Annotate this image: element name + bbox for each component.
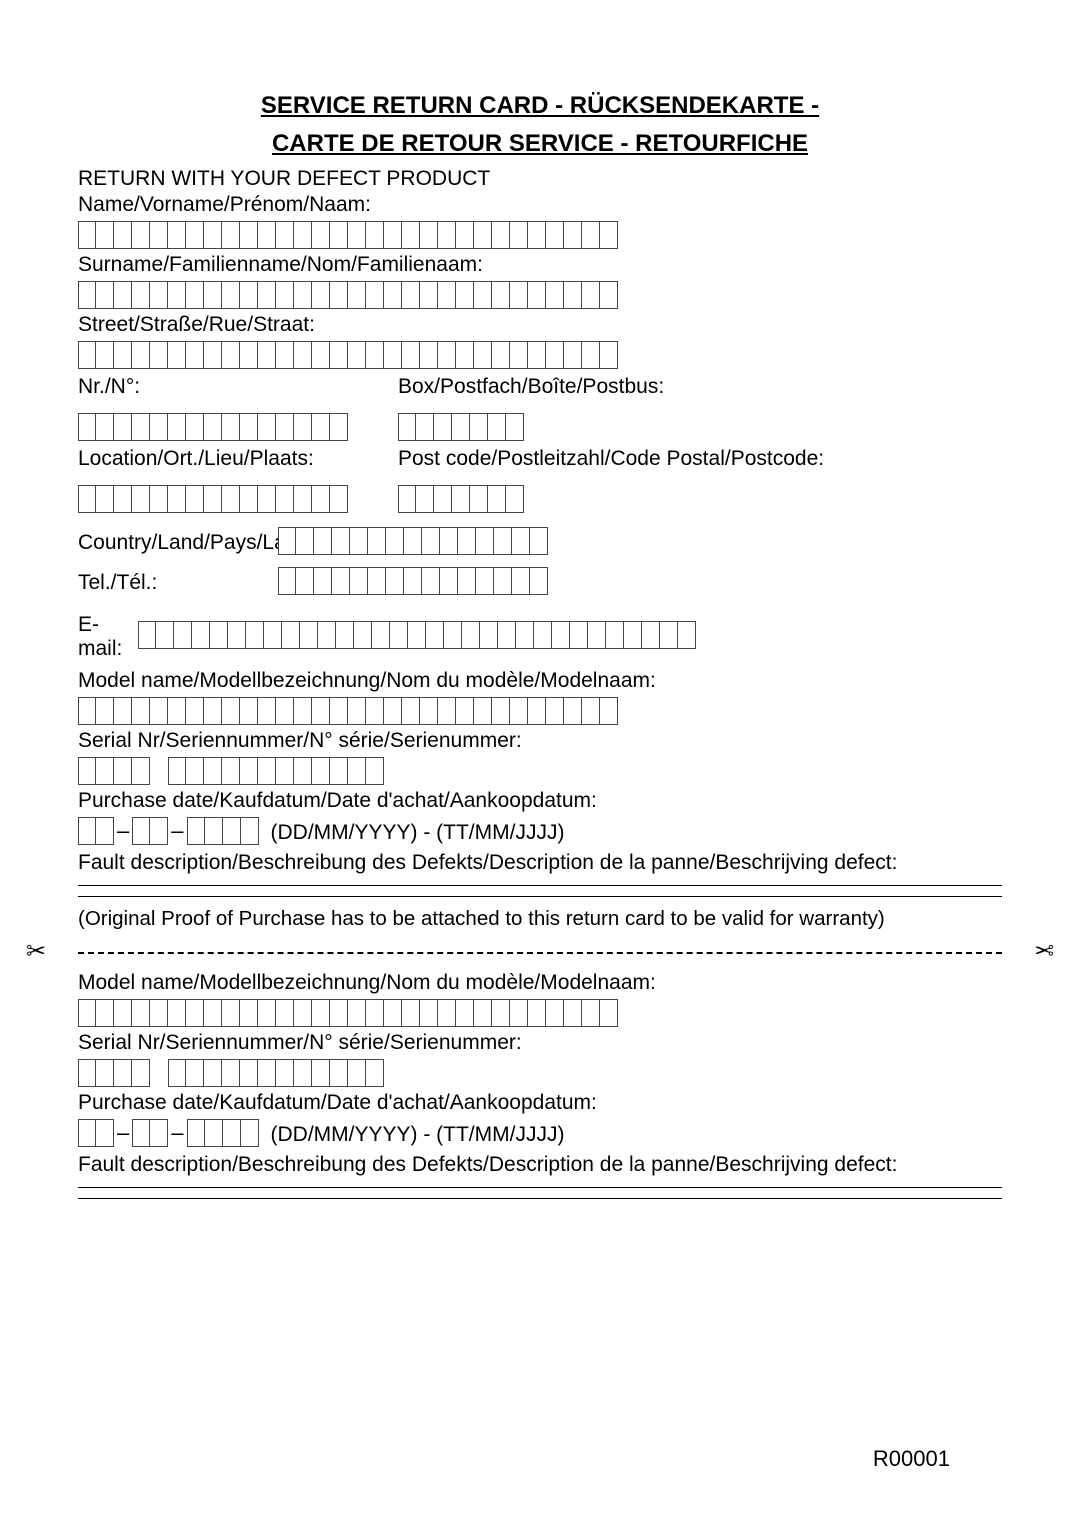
fault-line-2b[interactable]: [78, 1198, 1002, 1199]
proof-note: (Original Proof of Purchase has to be at…: [78, 907, 1002, 931]
scissor-left-icon: ✂: [24, 940, 48, 964]
input-surname[interactable]: [78, 281, 1002, 309]
input-serial-2[interactable]: [78, 1059, 1002, 1087]
fault-line-1b[interactable]: [78, 896, 1002, 897]
label-country: Country/Land/Pays/Land:: [78, 531, 278, 555]
date-hint-2: (DD/MM/YYYY) - (TT/MM/JJJJ): [271, 1123, 565, 1147]
input-location[interactable]: [78, 485, 398, 513]
input-postcode[interactable]: [398, 485, 1002, 513]
input-serial-1[interactable]: [78, 757, 1002, 785]
input-purchase-1[interactable]: – –: [78, 817, 259, 845]
fault-line-2a[interactable]: [78, 1187, 1002, 1188]
label-serial-1: Serial Nr/Seriennummer/N° série/Serienum…: [78, 729, 1002, 753]
label-box: Box/Postfach/Boîte/Postbus:: [398, 375, 1002, 399]
label-nr: Nr./N°:: [78, 375, 398, 399]
label-fault-2: Fault description/Beschreibung des Defek…: [78, 1153, 1002, 1177]
label-fault-1: Fault description/Beschreibung des Defek…: [78, 851, 1002, 875]
label-model-2: Model name/Modellbezeichnung/Nom du modè…: [78, 971, 1002, 995]
label-postcode: Post code/Postleitzahl/Code Postal/Postc…: [398, 447, 1002, 471]
fault-line-1a[interactable]: [78, 885, 1002, 886]
dash-icon: –: [168, 1119, 186, 1147]
input-name[interactable]: [78, 221, 1002, 249]
input-box[interactable]: [398, 413, 1002, 441]
label-tel: Tel./Tél.:: [78, 571, 278, 595]
input-purchase-2[interactable]: – –: [78, 1119, 259, 1147]
label-name: Name/Vorname/Prénom/Naam:: [78, 193, 1002, 217]
dash-icon: –: [168, 817, 186, 845]
label-purchase-2: Purchase date/Kaufdatum/Date d'achat/Aan…: [78, 1091, 1002, 1115]
input-street[interactable]: [78, 341, 1002, 369]
instruction: RETURN WITH YOUR DEFECT PRODUCT: [78, 167, 1002, 191]
label-model-1: Model name/Modellbezeichnung/Nom du modè…: [78, 669, 1002, 693]
date-hint-1: (DD/MM/YYYY) - (TT/MM/JJJJ): [271, 821, 565, 845]
label-email: E-mail:: [78, 613, 138, 661]
input-model-2[interactable]: [78, 999, 1002, 1027]
label-street: Street/Straße/Rue/Straat:: [78, 313, 1002, 337]
scissor-right-icon: ✂: [1032, 940, 1056, 964]
title-line1: SERVICE RETURN CARD - RÜCKSENDEKARTE -: [78, 90, 1002, 122]
input-country[interactable]: [278, 527, 548, 555]
title-line2: CARTE DE RETOUR SERVICE - RETOURFICHE: [78, 128, 1002, 160]
input-email[interactable]: [138, 621, 696, 649]
label-serial-2: Serial Nr/Seriennummer/N° série/Serienum…: [78, 1031, 1002, 1055]
input-model-1[interactable]: [78, 697, 1002, 725]
footer-code: R00001: [873, 1446, 950, 1472]
label-location: Location/Ort./Lieu/Plaats:: [78, 447, 398, 471]
dash-icon: –: [114, 1119, 132, 1147]
label-purchase-1: Purchase date/Kaufdatum/Date d'achat/Aan…: [78, 789, 1002, 813]
label-surname: Surname/Familienname/Nom/Familienaam:: [78, 253, 1002, 277]
input-tel[interactable]: [278, 567, 548, 595]
cut-line: ✂ ✂: [78, 939, 1002, 965]
dash-icon: –: [114, 817, 132, 845]
input-nr[interactable]: [78, 413, 398, 441]
